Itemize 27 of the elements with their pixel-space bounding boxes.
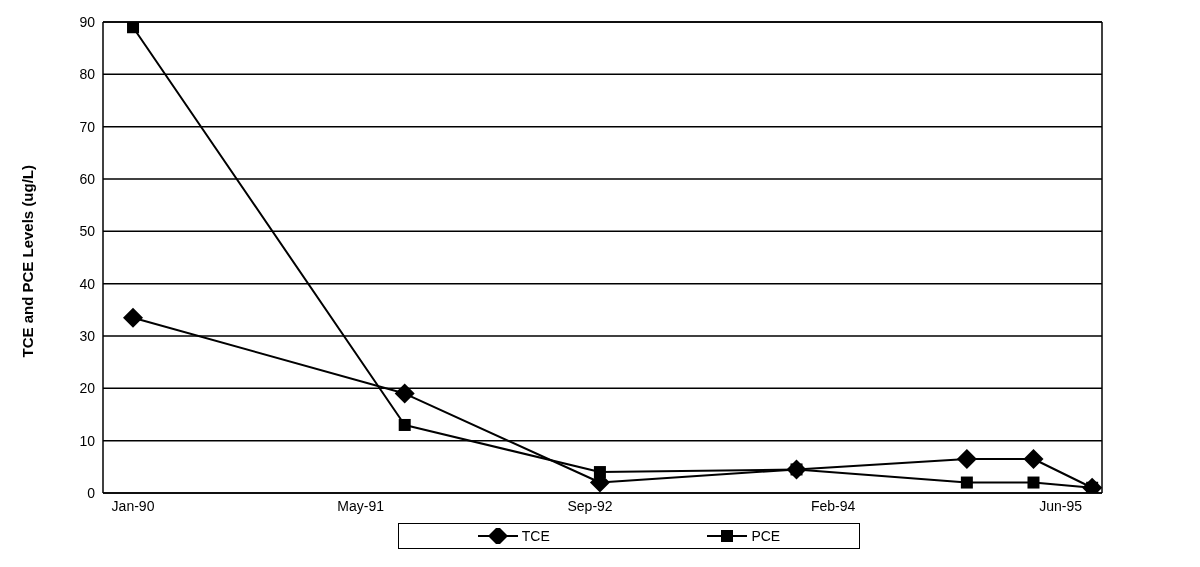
y-tick-label: 60 [79, 170, 96, 187]
x-tick-label: Jan-90 [111, 497, 155, 514]
point [123, 307, 144, 328]
x-tick-label: Jun-95 [1039, 497, 1083, 514]
y-tick-label: 10 [79, 432, 96, 449]
point [394, 383, 415, 404]
point [127, 22, 140, 34]
point [1027, 476, 1040, 489]
point [960, 476, 973, 489]
point [593, 466, 606, 479]
legend-label: PCE [751, 528, 781, 544]
y-tick-label: 90 [79, 13, 96, 30]
y-tick-label: 30 [79, 327, 96, 344]
point [1023, 448, 1044, 469]
x-tick-label: Feb-94 [810, 497, 856, 514]
y-tick-label: 70 [79, 118, 96, 135]
point [398, 418, 411, 431]
y-tick-label: 0 [87, 484, 96, 501]
y-tick-label: 20 [79, 380, 96, 397]
point [956, 448, 977, 469]
y-tick-label: 40 [79, 275, 96, 292]
x-tick-label: May-91 [337, 497, 385, 514]
y-tick-label: 50 [79, 223, 96, 240]
y-axis-title: TCE and PCE Levels (ug/L) [19, 164, 37, 358]
legend-label: TCE [521, 528, 550, 544]
y-tick-label: 80 [79, 66, 96, 83]
x-tick-label: Sep-92 [567, 497, 613, 514]
